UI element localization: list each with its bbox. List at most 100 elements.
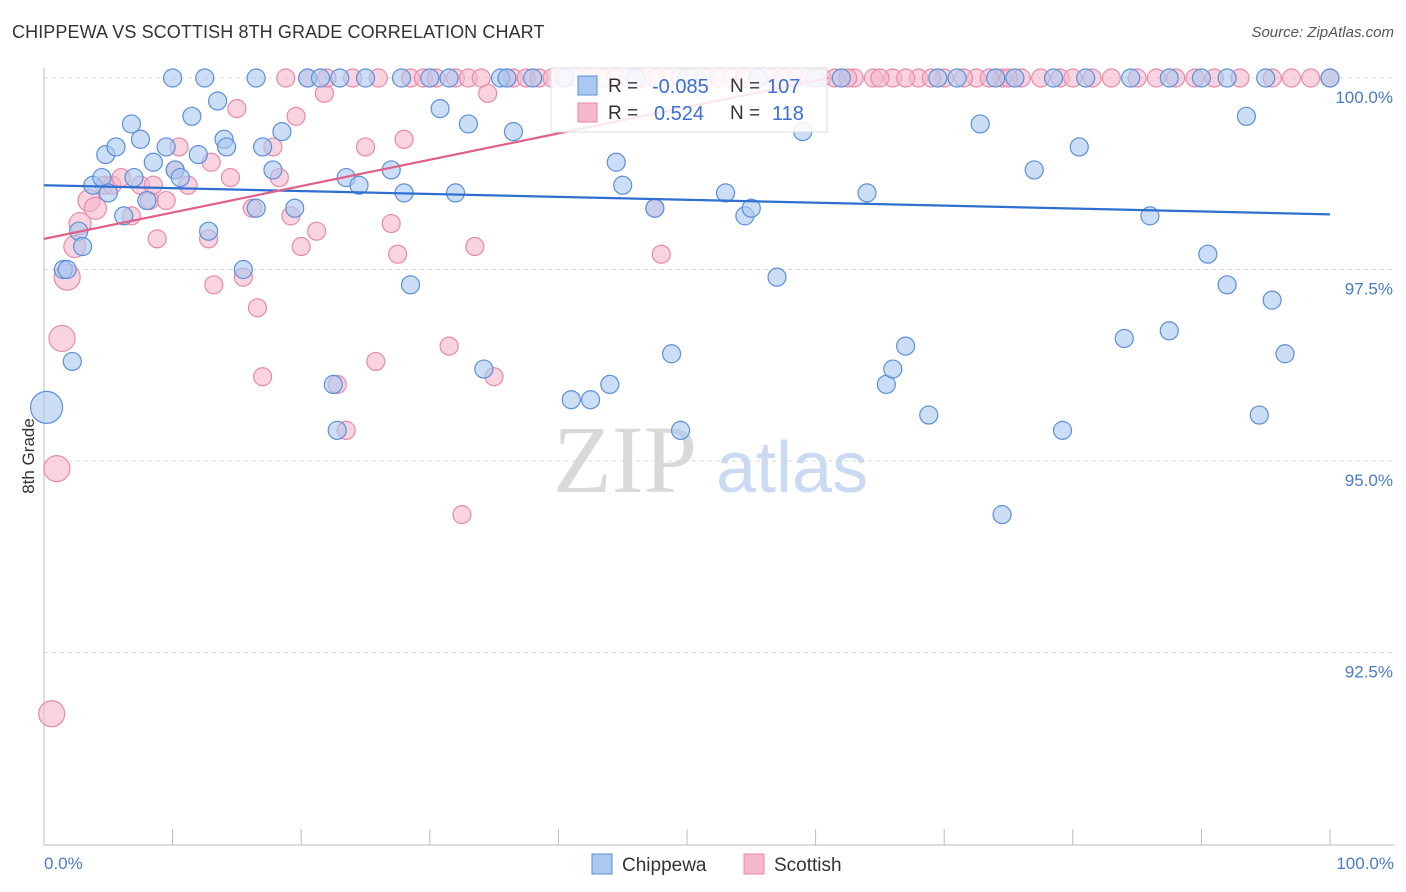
scottish-point-22 xyxy=(204,275,224,295)
chippewa-point-83 xyxy=(310,68,331,88)
chippewa-point-61 xyxy=(883,359,903,379)
chippewa-point-31 xyxy=(285,198,305,218)
scottish-point-1 xyxy=(43,455,71,483)
chippewa-point-84 xyxy=(330,68,350,88)
chippewa-point-99 xyxy=(1005,68,1025,88)
chippewa-point-10 xyxy=(106,137,126,157)
chippewa-point-88 xyxy=(439,68,459,88)
watermark-zip: ZIP xyxy=(553,406,697,513)
stats-chippewa-swatch xyxy=(577,75,598,96)
chippewa-point-78 xyxy=(1320,68,1340,88)
scottish-point-43 xyxy=(394,129,414,149)
scottish-point-39 xyxy=(355,137,376,157)
chippewa-point-89 xyxy=(497,68,517,88)
chippewa-point-20 xyxy=(182,106,202,126)
chippewa-point-46 xyxy=(580,390,601,410)
chippewa-point-23 xyxy=(208,91,228,111)
legend-scottish-swatch xyxy=(743,853,765,875)
chippewa-point-42 xyxy=(474,359,494,379)
chippewa-point-39 xyxy=(430,99,450,119)
chippewa-point-49 xyxy=(613,175,633,195)
chippewa-point-52 xyxy=(670,420,691,440)
y-tick-label-3: 92.5% xyxy=(1345,663,1393,682)
chart-title: CHIPPEWA VS SCOTTISH 8TH GRADE CORRELATI… xyxy=(12,22,545,42)
scottish-point-0 xyxy=(38,700,66,728)
chippewa-point-26 xyxy=(233,259,253,280)
scottish-point-23 xyxy=(220,167,241,188)
chippewa-trend-line xyxy=(43,184,1331,216)
scottish-point-111 xyxy=(870,68,890,88)
chippewa-point-17 xyxy=(156,137,176,157)
stats-chippewa-n-value: 107 xyxy=(767,76,800,98)
chippewa-point-63 xyxy=(919,405,939,425)
chippewa-points xyxy=(29,68,1340,525)
chippewa-point-76 xyxy=(1262,290,1282,310)
stats-chippewa-r-value: -0.085 xyxy=(652,76,709,98)
chippewa-point-2 xyxy=(57,259,77,280)
chippewa-point-73 xyxy=(1217,275,1237,295)
stats-scottish-r-label: R = xyxy=(608,103,638,124)
legend-scottish-label: Scottish xyxy=(774,855,842,876)
y-tick-label-1: 97.5% xyxy=(1345,280,1393,299)
chippewa-point-30 xyxy=(272,122,292,142)
y-axis-title: 8th Grade xyxy=(19,418,38,494)
chippewa-point-16 xyxy=(143,152,163,172)
chippewa-point-25 xyxy=(217,137,237,157)
scottish-point-32 xyxy=(286,106,306,126)
scottish-points xyxy=(38,68,1340,728)
chippewa-point-79 xyxy=(163,68,183,88)
chippewa-point-106 xyxy=(1256,68,1276,88)
scottish-point-27 xyxy=(247,298,268,318)
x-tick-labels: 0.0% 100.0% xyxy=(44,854,1394,873)
chippewa-point-48 xyxy=(606,152,626,172)
scottish-point-112 xyxy=(896,68,916,88)
stats-scottish-n-label: N = xyxy=(730,103,760,124)
scottish-point-52 xyxy=(276,68,296,88)
scottish-point-7 xyxy=(83,196,108,220)
chippewa-point-35 xyxy=(349,175,369,195)
chippewa-point-13 xyxy=(124,167,144,188)
source-credit: Source: ZipAtlas.com xyxy=(1251,24,1394,41)
stats-box: R = -0.085 N = 107 R = 0.524 N = 118 xyxy=(550,67,828,133)
chippewa-point-19 xyxy=(170,167,190,188)
legend: Chippewa Scottish xyxy=(591,853,842,876)
chippewa-point-32 xyxy=(323,374,343,394)
scottish-point-2 xyxy=(48,324,76,353)
chippewa-point-102 xyxy=(1121,68,1141,88)
chippewa-point-105 xyxy=(1217,68,1237,88)
scottish-point-33 xyxy=(291,236,311,257)
scottish-point-46 xyxy=(465,236,485,257)
chippewa-point-97 xyxy=(947,68,967,88)
scottish-point-42 xyxy=(388,244,408,264)
scottish-point-61 xyxy=(471,68,491,88)
scottish-point-41 xyxy=(381,213,401,234)
scottish-point-34 xyxy=(307,221,327,241)
stats-scottish-n-value: 118 xyxy=(772,103,804,125)
chippewa-point-38 xyxy=(400,275,421,295)
scottish-point-99 xyxy=(1101,68,1121,88)
chippewa-point-53 xyxy=(715,183,736,203)
chippewa-point-62 xyxy=(896,336,916,356)
chippewa-point-71 xyxy=(1159,321,1179,341)
chippewa-point-72 xyxy=(1198,244,1218,264)
chippewa-point-50 xyxy=(645,198,665,218)
chippewa-point-96 xyxy=(928,68,948,88)
chippewa-point-27 xyxy=(246,198,266,218)
chippewa-point-3 xyxy=(62,351,82,372)
chippewa-point-69 xyxy=(1114,328,1134,349)
scottish-point-45 xyxy=(452,505,472,525)
chippewa-point-101 xyxy=(1076,68,1096,88)
scottish-point-51 xyxy=(651,244,671,264)
chippewa-point-86 xyxy=(391,68,412,88)
chippewa-point-14 xyxy=(130,129,151,149)
chippewa-point-87 xyxy=(420,68,440,88)
scottish-point-44 xyxy=(439,336,459,356)
chippewa-point-51 xyxy=(661,344,682,364)
stats-chippewa-r-label: R = xyxy=(608,76,638,97)
gridlines xyxy=(44,77,1394,653)
stats-scottish-swatch xyxy=(577,102,598,123)
chippewa-point-56 xyxy=(767,267,787,287)
scottish-point-16 xyxy=(156,190,176,211)
stats-scottish-r-value: 0.524 xyxy=(654,103,704,125)
chippewa-point-67 xyxy=(1052,420,1073,440)
